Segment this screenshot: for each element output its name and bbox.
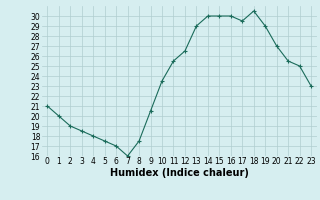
X-axis label: Humidex (Indice chaleur): Humidex (Indice chaleur)	[110, 168, 249, 178]
